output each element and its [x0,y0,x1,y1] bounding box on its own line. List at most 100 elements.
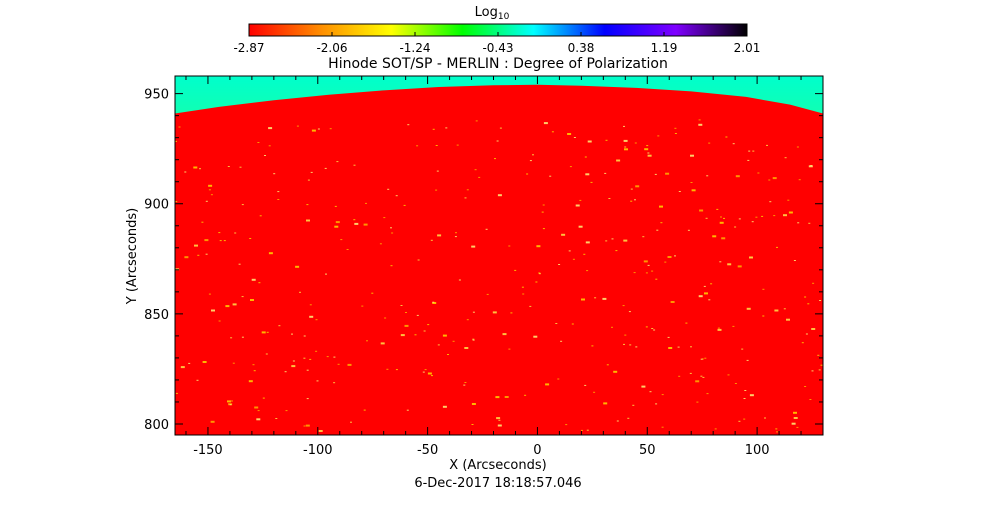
polarization-speck [175,268,180,271]
polarization-speck [252,364,255,366]
polarization-speck [807,303,810,305]
polarization-speck [657,135,660,137]
polarization-speck [197,254,200,256]
polarization-speck [659,205,663,208]
polarization-speck [585,173,590,176]
polarization-speck [278,325,281,327]
polarization-speck [752,150,755,152]
polarization-speck [655,278,658,280]
polarization-speck [464,347,469,349]
polarization-speck [239,166,242,168]
polarization-speck [326,356,329,358]
polarization-speck [210,420,215,423]
polarization-speck [543,122,548,125]
polarization-speck [634,199,636,201]
polarization-speck [324,167,327,169]
polarization-speck [579,199,582,201]
polarization-speck [371,292,374,294]
polarization-speck [668,347,673,349]
polarization-speck [495,396,500,399]
polarization-speck [616,420,619,422]
polarization-speck [642,236,645,238]
polarization-speck [623,139,628,142]
polarization-speck [229,404,232,406]
polarization-speck [710,283,713,285]
polarization-speck [445,127,448,129]
polarization-speck [175,201,178,203]
polarization-speck [175,140,177,142]
polarization-speck [225,305,230,308]
colorbar-tick-label: -2.87 [233,41,264,55]
polarization-speck [291,365,296,368]
polarization-speck [651,328,654,329]
polarization-speck [251,278,256,281]
solar-disk [175,84,823,435]
polarization-speck [651,270,654,272]
polarization-speck [708,299,711,301]
polarization-speck [615,250,618,252]
y-axis-label: Y (Arcseconds) [125,208,140,305]
polarization-speck [336,161,339,163]
polarization-speck [365,202,367,204]
polarization-speck [386,368,389,370]
polarization-speck [616,159,621,162]
polarization-speck [811,370,814,372]
polarization-speck [180,366,185,369]
polarization-speck [591,345,594,347]
polarization-speck [329,128,332,130]
polarization-speck [762,288,765,290]
polarization-speck [646,145,649,147]
polarization-speck [560,340,563,342]
polarization-speck [232,362,235,364]
polarization-speck [471,403,476,405]
polarization-speck [536,245,541,248]
polarization-speck [691,189,696,192]
polarization-speck [422,371,425,373]
polarization-speck [227,400,231,403]
polarization-speck [805,333,808,335]
polarization-speck [188,362,191,364]
polarization-speck [175,392,178,394]
polarization-speck [557,378,560,380]
polarization-speck [315,319,318,321]
polarization-speck [549,175,552,177]
polarization-speck [299,291,301,293]
polarization-speck [406,409,409,411]
polarization-speck [793,260,796,261]
polarization-speck [635,346,638,348]
polarization-speck [704,357,707,359]
polarization-speck [608,198,611,199]
polarization-speck [667,256,672,258]
polarization-speck [208,189,211,191]
polarization-speck [456,144,459,146]
polarization-speck [748,150,751,152]
polarization-speck [380,342,385,345]
polarization-speck [647,264,650,266]
polarization-speck [417,259,420,261]
polarization-speck [250,299,254,301]
polarization-speck [502,333,507,336]
polarization-speck [202,361,207,363]
polarization-speck [653,329,656,331]
polarization-speck [310,171,313,173]
polarization-speck [664,261,667,263]
polarization-speck [776,431,778,433]
polarization-speck [309,304,312,306]
polarization-speck [432,301,435,303]
polarization-speck [741,348,744,350]
polarization-speck [581,298,585,301]
polarization-speck [629,344,632,346]
polarization-speck [700,375,703,377]
polarization-speck [635,185,640,188]
polarization-speck [674,255,676,257]
polarization-speck [390,265,393,267]
polarization-speck [569,166,572,168]
x-axis-label: X (Arcseconds) [449,458,546,473]
polarization-speck [706,175,709,177]
polarization-speck [747,159,750,161]
polarization-speck [783,214,787,217]
polarization-speck [363,409,366,411]
x-tick-label: 0 [533,443,541,458]
polarization-speck [442,334,447,337]
polarization-speck [624,146,627,148]
